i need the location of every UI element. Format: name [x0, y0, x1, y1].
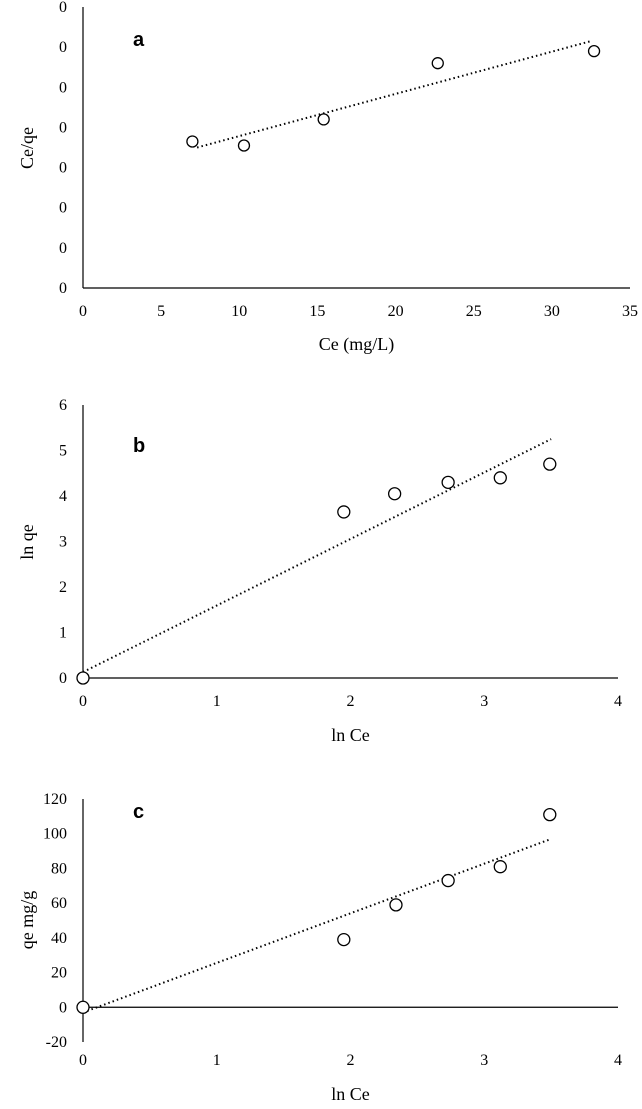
panel-b-y-tick-label: 6 — [59, 397, 67, 414]
panel-b-data-point — [387, 487, 402, 501]
panel-b-x-tick-label: 3 — [480, 693, 488, 710]
panel-b-y-axis-label: ln qe — [17, 524, 37, 560]
panel-c-x-tick-label: 4 — [614, 1052, 622, 1069]
panel-b-data-point — [543, 457, 557, 471]
panel-a-y-tick-label: 0 — [59, 240, 67, 257]
panel-c-x-tick-label: 1 — [213, 1052, 221, 1069]
panel-c-label: c — [133, 801, 144, 823]
panel-c-y-tick-label: 60 — [51, 895, 67, 912]
panel-a-data-point — [587, 45, 601, 58]
panel-a-y-tick-label: 0 — [59, 119, 67, 136]
panel-a-data-point — [317, 113, 330, 126]
panel-a-y-tick-label: 0 — [59, 79, 67, 96]
panel-c-y-tick-label: 100 — [43, 826, 67, 843]
panel-a-y-axis-label: Ce/qe — [17, 127, 37, 169]
panel-a-label: a — [133, 29, 145, 51]
panel-a-data-point — [431, 57, 444, 70]
panel-c-data-point — [389, 898, 403, 912]
panel-c-data-point — [441, 873, 455, 888]
panel-c-y-tick-label: 40 — [51, 930, 67, 947]
panel-a-data-point — [186, 135, 199, 148]
panel-c-y-axis-label: qe mg/g — [17, 891, 37, 950]
panel-c-x-tick-label: 0 — [79, 1052, 87, 1069]
panel-c-x-axis-label: ln Ce — [331, 1084, 370, 1104]
panel-b-x-tick-label: 2 — [347, 693, 355, 710]
panel-a-y-tick-label: 0 — [59, 160, 67, 177]
panel-b-data-point — [76, 671, 90, 685]
panel-b-x-tick-label: 0 — [79, 693, 87, 710]
panel-b-data-point — [493, 471, 507, 485]
panel-a-x-tick-label: 15 — [309, 303, 325, 320]
panel-a-trendline — [196, 40, 592, 149]
panel-c-data-point — [543, 807, 557, 822]
panel-a-y-tick-label: 0 — [59, 39, 67, 56]
panel-b-trendline — [82, 438, 552, 673]
panel-b-y-tick-label: 4 — [59, 488, 67, 505]
panel-c-x-tick-label: 3 — [480, 1052, 488, 1069]
panel-b-x-axis-label: ln Ce — [331, 725, 370, 745]
panel-a-y-tick-label: 0 — [59, 200, 67, 217]
panel-b-x-tick-label: 1 — [213, 693, 221, 710]
panel-b-y-tick-label: 0 — [59, 670, 67, 687]
panel-c-y-tick-label: 0 — [59, 999, 67, 1016]
panel-a-x-tick-label: 25 — [466, 303, 482, 320]
panel-c-data-point — [337, 932, 351, 947]
panel-b-data-point — [337, 505, 351, 519]
panel-c-y-tick-label: 20 — [51, 965, 67, 982]
panel-a-x-tick-label: 5 — [157, 303, 165, 320]
panel-c-trendline — [82, 837, 552, 1014]
panel-a-x-tick-label: 30 — [544, 303, 560, 320]
panel-c-y-tick-label: 80 — [51, 860, 67, 877]
panel-c-x-tick-label: 2 — [347, 1052, 355, 1069]
panel-a-y-tick-label: 0 — [59, 280, 67, 297]
panel-a-x-axis-label: Ce (mg/L) — [319, 334, 394, 355]
panel-b-y-tick-label: 2 — [59, 579, 67, 596]
panel-a-x-tick-label: 20 — [388, 303, 404, 320]
panel-a-x-tick-label: 10 — [231, 303, 247, 320]
panel-c-y-tick-label: -20 — [46, 1034, 67, 1051]
panel-c-y-tick-label: 120 — [43, 791, 67, 808]
panel-a-x-tick-label: 0 — [79, 303, 87, 320]
panel-b-y-tick-label: 3 — [59, 534, 67, 551]
panel-c-data-point — [493, 860, 507, 874]
panel-a-x-tick-label: 35 — [622, 303, 638, 320]
panel-a-y-tick-label: 0 — [59, 0, 67, 16]
panel-b-data-point — [441, 475, 455, 490]
panel-b-y-tick-label: 5 — [59, 443, 67, 460]
panel-b-y-tick-label: 1 — [59, 625, 67, 642]
panel-a-data-point — [237, 139, 251, 152]
panel-b-label: b — [133, 435, 145, 457]
panel-c-data-point — [76, 1000, 90, 1014]
panel-b-x-tick-label: 4 — [614, 693, 622, 710]
